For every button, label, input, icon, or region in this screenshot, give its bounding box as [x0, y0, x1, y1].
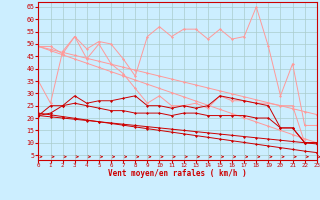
X-axis label: Vent moyen/en rafales ( km/h ): Vent moyen/en rafales ( km/h ) — [108, 169, 247, 178]
